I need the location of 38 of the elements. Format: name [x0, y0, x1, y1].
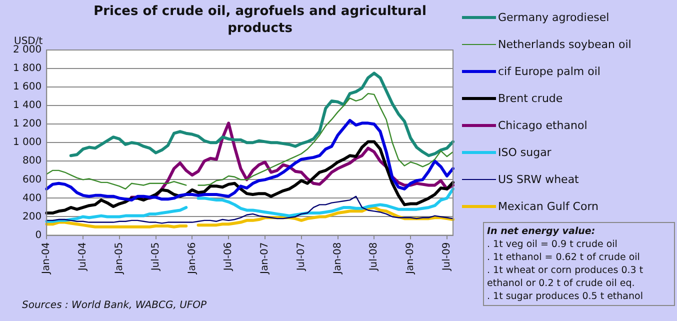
legend-label: Germany agrodiesel: [498, 11, 610, 24]
x-tick-label: Jan-07: [260, 242, 271, 275]
text: In net energy value:: [487, 225, 596, 238]
legend-label: cif Europe palm oil: [498, 65, 600, 78]
text: . 1t sugar produces 0.5 t ethanol: [487, 290, 644, 303]
legend-label: Mexican Gulf Corn: [498, 200, 599, 213]
x-tick-label: Jul-08: [368, 242, 380, 272]
x-tick-label: Jul-06: [223, 242, 234, 272]
x-tick-label: Jan-08: [332, 242, 344, 275]
y-tick-label: 800: [22, 156, 42, 167]
legend-label: Brent crude: [498, 92, 563, 105]
x-tick-label: Jan-04: [41, 242, 52, 275]
y-tick-label: 0: [35, 230, 42, 241]
text: . 1t ethanol = 0.62 t of crude oil: [487, 251, 641, 264]
legend-label: Netherlands soybean oil: [498, 38, 632, 51]
x-tick-label: Jan-05: [114, 242, 126, 275]
text: . 1t veg oil = 0.9 t crude oil: [487, 238, 618, 251]
x-tick-label: Jul-07: [296, 242, 307, 272]
legend-label: US SRW wheat: [498, 173, 579, 186]
x-tick-label: Jul-09: [442, 242, 453, 272]
y-tick-label: 400: [22, 192, 42, 204]
y-tick-label: 1 400: [12, 100, 42, 112]
legend-label: ISO sugar: [498, 146, 552, 159]
x-tick-label: Jul-05: [150, 242, 162, 272]
y-tick-label: 200: [22, 211, 42, 222]
source-note: Sources : World Bank, WABCG, UFOP: [22, 300, 207, 311]
text: . 1t wheat or corn produces 0.3 t ethanol or 0.2 t of crude oil eq.: [487, 264, 644, 290]
y-tick-label: 1 600: [12, 82, 42, 93]
x-tick-label: Jul-04: [78, 242, 89, 272]
y-tick-label: 1 000: [12, 137, 42, 148]
chart-title: Prices of crude oil, agrofuels and agricultural products: [92, 3, 428, 37]
y-tick-label: 600: [22, 174, 42, 186]
legend-label: Chicago ethanol: [498, 119, 588, 132]
x-tick-label: Jan-06: [186, 242, 198, 275]
y-tick-label: 1 200: [12, 118, 42, 130]
y-tick-label: 1 800: [12, 63, 42, 74]
x-tick-label: Jan-09: [405, 242, 416, 275]
y-tick-label: 2 000: [12, 44, 42, 56]
